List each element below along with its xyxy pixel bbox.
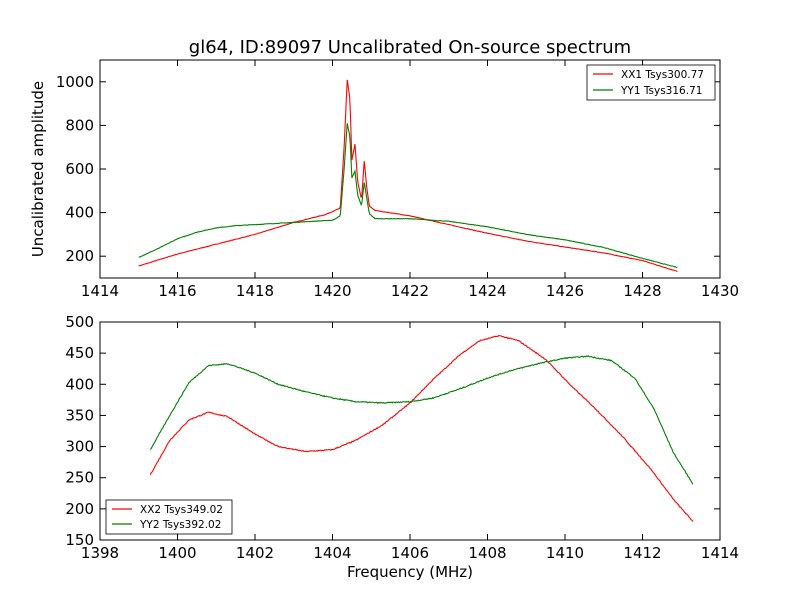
bottom-y-tick-label: 200 — [65, 500, 94, 518]
top-legend: XX1 Tsys300.77 YY1 Tsys316.71 — [586, 64, 716, 101]
top-x-tick-label: 1422 — [391, 282, 429, 300]
top-y-tick-label: 400 — [65, 204, 94, 222]
bottom-series-line-xx — [149, 335, 694, 522]
top-ticks-group: 1414 1416 1418 1420 1422 1424 1426 1428 1430 200 4… — [56, 60, 739, 300]
bottom-x-tick-label: 1398 — [81, 544, 119, 562]
top-y-axis-label: Uncalibrated amplitude — [29, 81, 47, 257]
top-x-tick-label: 1414 — [81, 282, 119, 300]
top-y-tick-label: 1000 — [56, 73, 94, 91]
top-y-tick-label: 600 — [65, 160, 94, 178]
top-x-tick-label: 1416 — [158, 282, 196, 300]
bottom-legend: XX2 Tsys349.02 YY2 Tsys392.02 — [105, 499, 233, 535]
top-series-group — [138, 79, 678, 273]
bottom-x-tick-label: 1412 — [623, 544, 661, 562]
bottom-y-tick-label: 350 — [65, 406, 94, 424]
top-x-tick-label: 1426 — [546, 282, 584, 300]
bottom-y-tick-label: 450 — [65, 344, 94, 362]
bottom-y-tick-label: 250 — [65, 469, 94, 487]
bottom-series-group — [149, 335, 694, 522]
bottom-y-tick-label: 500 — [65, 313, 94, 331]
bottom-x-axis-label: Frequency (MHz) — [347, 563, 473, 581]
bottom-x-tick-label: 1410 — [546, 544, 584, 562]
bottom-x-tick-label: 1400 — [158, 544, 196, 562]
chart-title: gl64, ID:89097 Uncalibrated On-source sp… — [189, 37, 631, 58]
top-x-tick-label: 1430 — [701, 282, 739, 300]
bottom-x-tick-label: 1404 — [313, 544, 351, 562]
top-y-tick-label: 800 — [65, 116, 94, 134]
top-x-tick-label: 1420 — [313, 282, 351, 300]
top-subplot: 1414 1416 1418 1420 1422 1424 1426 1428 1430 200 4… — [29, 59, 739, 300]
top-x-tick-label: 1418 — [236, 282, 274, 300]
bottom-subplot: 1398 1400 1402 1404 1406 1408 1410 1412 1414 150 2… — [65, 313, 739, 581]
bottom-x-tick-label: 1408 — [468, 544, 506, 562]
bottom-ticks-group: 1398 1400 1402 1404 1406 1408 1410 1412 1414 150 2… — [65, 313, 739, 562]
bottom-legend-box — [105, 499, 233, 535]
top-y-tick-label: 200 — [65, 247, 94, 265]
bottom-legend-label-xx2: XX2 Tsys349.02 — [140, 504, 223, 516]
bottom-x-tick-label: 1402 — [236, 544, 274, 562]
bottom-legend-label-yy2: YY2 Tsys392.02 — [139, 519, 221, 531]
top-legend-label-yy1: YY1 Tsys316.71 — [620, 85, 702, 97]
bottom-x-tick-label: 1414 — [701, 544, 739, 562]
top-x-tick-label: 1424 — [468, 282, 506, 300]
bottom-y-tick-label: 150 — [65, 531, 94, 549]
bottom-y-tick-label: 400 — [65, 375, 94, 393]
top-legend-label-xx1: XX1 Tsys300.77 — [621, 69, 704, 81]
top-x-tick-label: 1428 — [623, 282, 661, 300]
bottom-series-line-yy — [149, 355, 694, 485]
top-series-line-xx — [138, 79, 678, 273]
bottom-y-tick-label: 300 — [65, 438, 94, 456]
bottom-x-tick-label: 1406 — [391, 544, 429, 562]
top-legend-box — [586, 64, 716, 101]
top-series-line-yy — [138, 123, 678, 269]
